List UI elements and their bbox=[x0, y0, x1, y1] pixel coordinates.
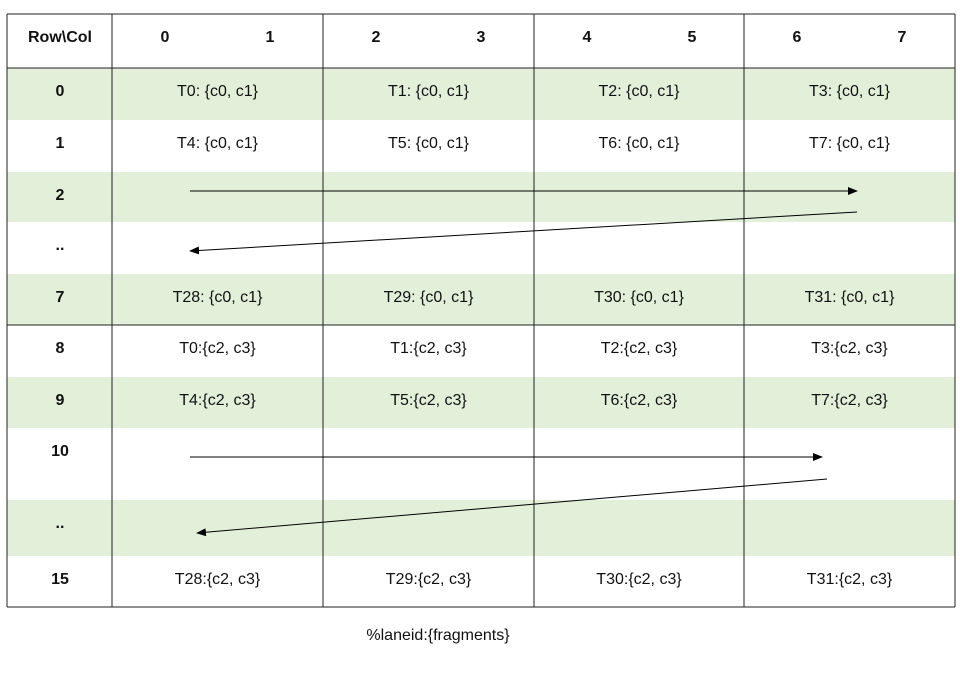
cell: T2:{c2, c3} bbox=[601, 340, 678, 357]
row-label: 8 bbox=[56, 340, 65, 357]
row-label: 2 bbox=[56, 187, 65, 204]
column-header: 4 bbox=[583, 29, 592, 46]
cell: T6:{c2, c3} bbox=[601, 392, 678, 409]
column-header: 1 bbox=[266, 29, 275, 46]
row-label: .. bbox=[56, 237, 65, 254]
row-band bbox=[7, 274, 955, 325]
cell: T30: {c0, c1} bbox=[594, 289, 684, 306]
cell: T5: {c0, c1} bbox=[388, 135, 470, 152]
cell: T1:{c2, c3} bbox=[390, 340, 467, 357]
cell: T28: {c0, c1} bbox=[173, 289, 263, 306]
row-label: 7 bbox=[56, 289, 65, 306]
cell: T0: {c0, c1} bbox=[177, 83, 259, 100]
row-label: .. bbox=[56, 515, 65, 532]
column-header: 7 bbox=[898, 29, 907, 46]
cell: T7:{c2, c3} bbox=[811, 392, 888, 409]
cell: T6: {c0, c1} bbox=[599, 135, 681, 152]
row-label: 1 bbox=[56, 135, 65, 152]
cell: T31: {c0, c1} bbox=[805, 289, 895, 306]
cell: T28:{c2, c3} bbox=[175, 571, 261, 588]
column-header: 6 bbox=[793, 29, 802, 46]
row-label: 0 bbox=[56, 83, 65, 100]
cell: T2: {c0, c1} bbox=[599, 83, 681, 100]
row-band bbox=[7, 172, 955, 222]
corner-header: Row\Col bbox=[28, 29, 92, 46]
column-header: 2 bbox=[372, 29, 381, 46]
cell: T29:{c2, c3} bbox=[386, 571, 472, 588]
arrow bbox=[196, 478, 828, 537]
arrow bbox=[189, 211, 858, 255]
column-header: 5 bbox=[688, 29, 697, 46]
cell: T3: {c0, c1} bbox=[809, 83, 891, 100]
cell: T29: {c0, c1} bbox=[384, 289, 474, 306]
cell: T7: {c0, c1} bbox=[809, 135, 891, 152]
cell: T3:{c2, c3} bbox=[811, 340, 888, 357]
caption: %laneid:{fragments} bbox=[366, 627, 510, 644]
cell: T4: {c0, c1} bbox=[177, 135, 259, 152]
column-header: 0 bbox=[161, 29, 170, 46]
cell: T0:{c2, c3} bbox=[179, 340, 256, 357]
row-band bbox=[7, 500, 955, 556]
cell: T5:{c2, c3} bbox=[390, 392, 467, 409]
cell: T30:{c2, c3} bbox=[596, 571, 682, 588]
row-band bbox=[7, 68, 955, 120]
cell: T31:{c2, c3} bbox=[807, 571, 893, 588]
row-label: 10 bbox=[51, 443, 69, 460]
cell: T4:{c2, c3} bbox=[179, 392, 256, 409]
row-label: 9 bbox=[56, 392, 65, 409]
column-header: 3 bbox=[477, 29, 486, 46]
cell: T1: {c0, c1} bbox=[388, 83, 470, 100]
row-band bbox=[7, 377, 955, 428]
row-label: 15 bbox=[51, 571, 69, 588]
